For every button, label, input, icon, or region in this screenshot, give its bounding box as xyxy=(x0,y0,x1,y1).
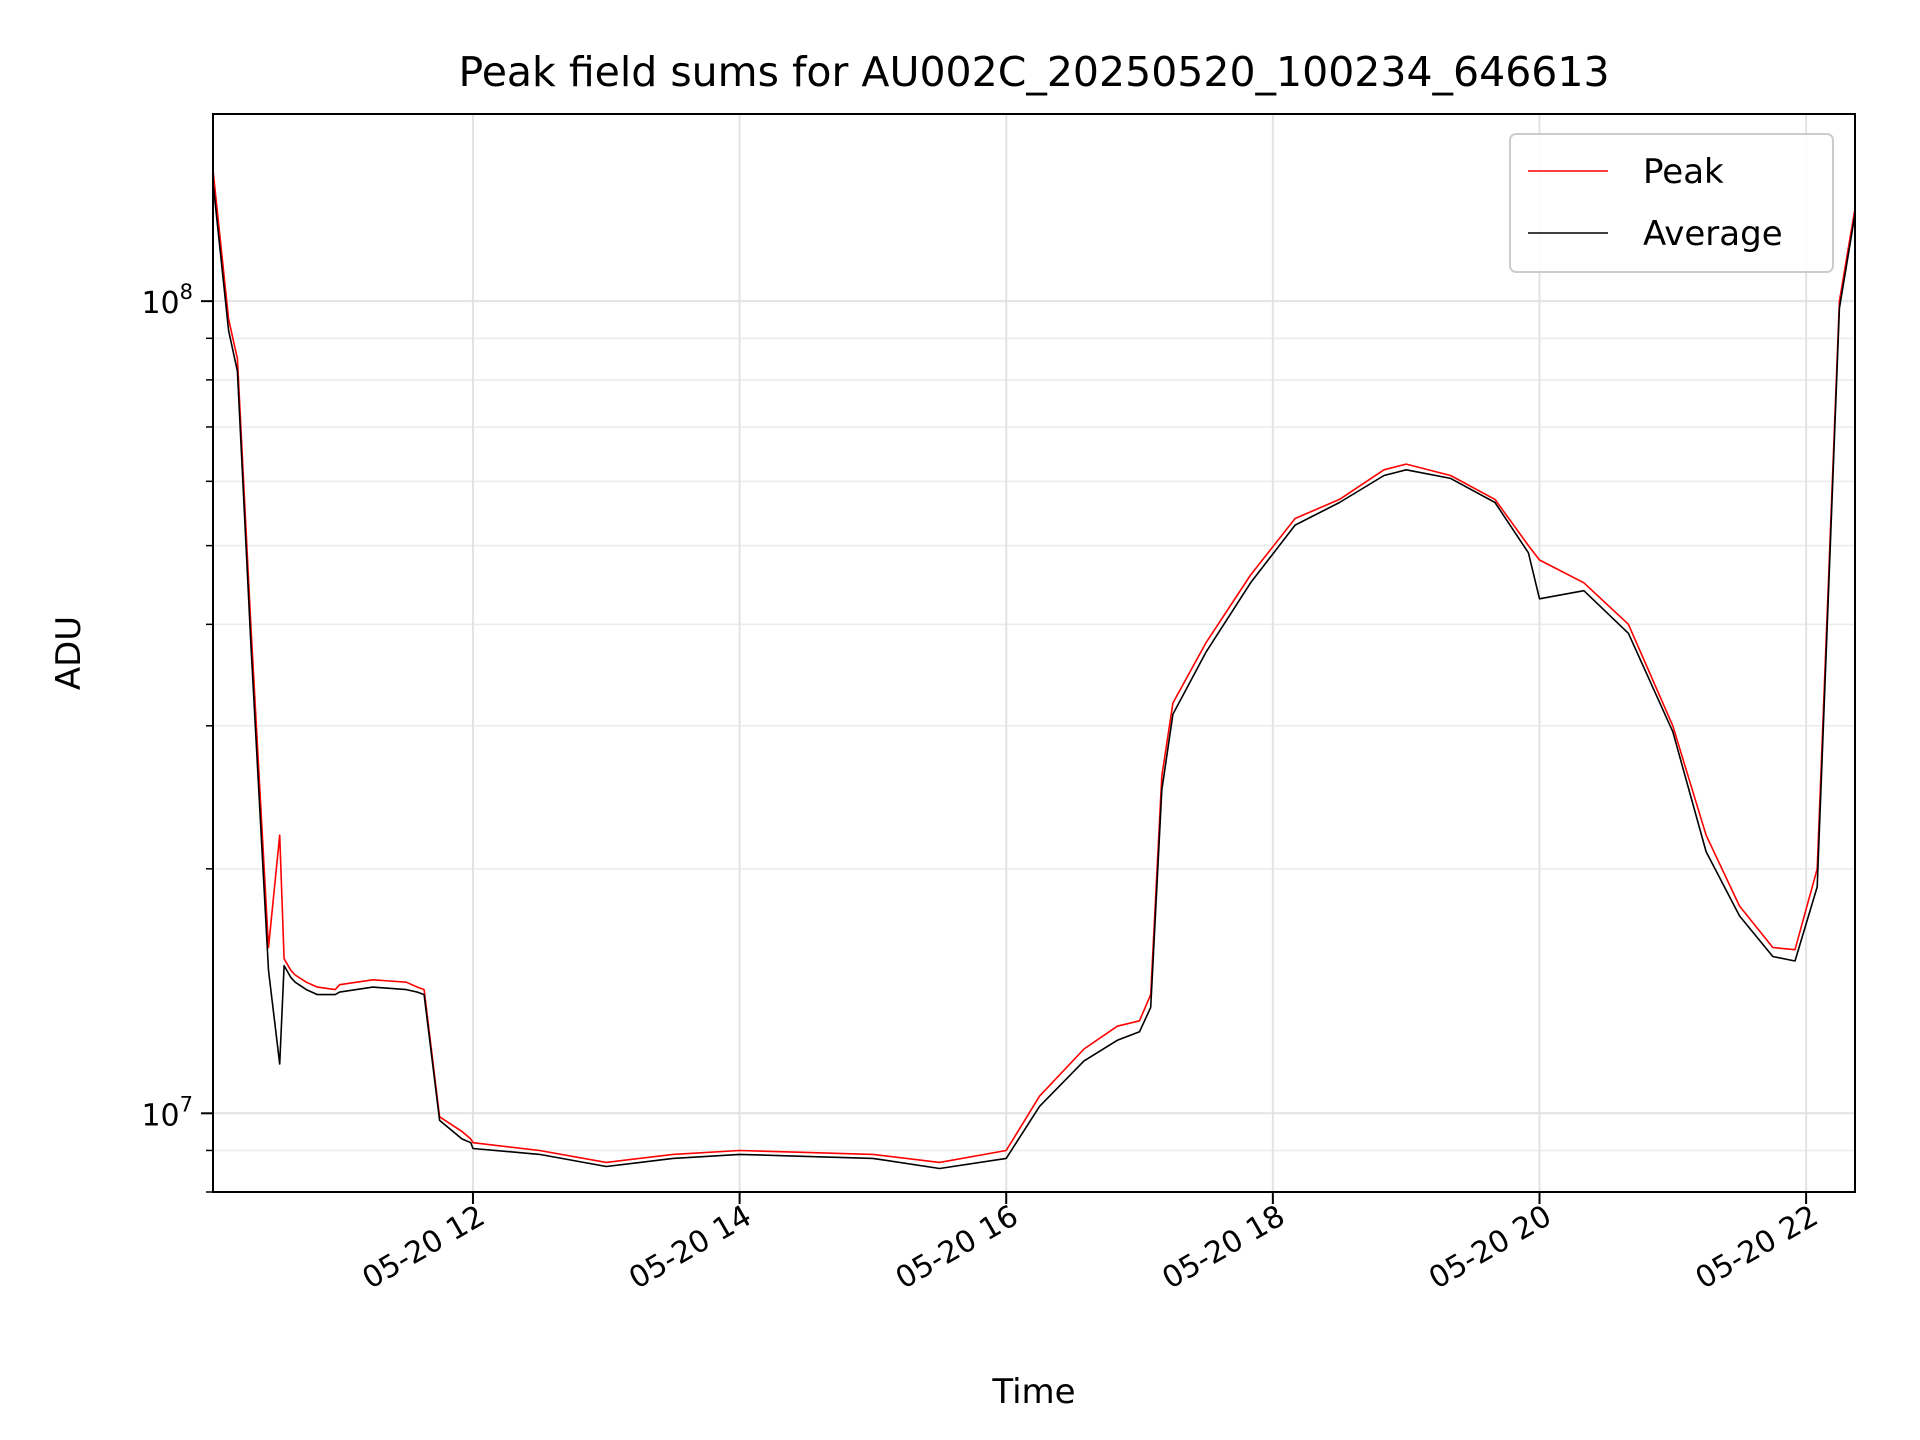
plot-frame xyxy=(212,113,1856,1193)
y-tick-mantissa: 10 xyxy=(141,286,179,321)
y-tick-mantissa: 10 xyxy=(141,1098,179,1133)
legend-box xyxy=(1509,133,1834,273)
x-axis-label: Time xyxy=(991,1372,1075,1412)
y-tick-label: 107 xyxy=(141,1092,193,1133)
chart-title: Peak field sums for AU002C_20250520_1002… xyxy=(458,48,1609,96)
series-line-peak xyxy=(212,170,1856,1164)
y-tick-exponent: 7 xyxy=(180,1092,193,1116)
legend: Peak Average xyxy=(1509,133,1834,273)
series-layer xyxy=(212,170,1856,1170)
grid-layer xyxy=(213,114,1855,1193)
legend-label-average: Average xyxy=(1643,214,1783,254)
series-line-average xyxy=(212,182,1856,1170)
y-tick-exponent: 8 xyxy=(180,280,193,304)
y-tick-label: 108 xyxy=(141,280,193,321)
y-axis-label: ADU xyxy=(49,616,89,690)
legend-label-peak: Peak xyxy=(1643,152,1724,192)
